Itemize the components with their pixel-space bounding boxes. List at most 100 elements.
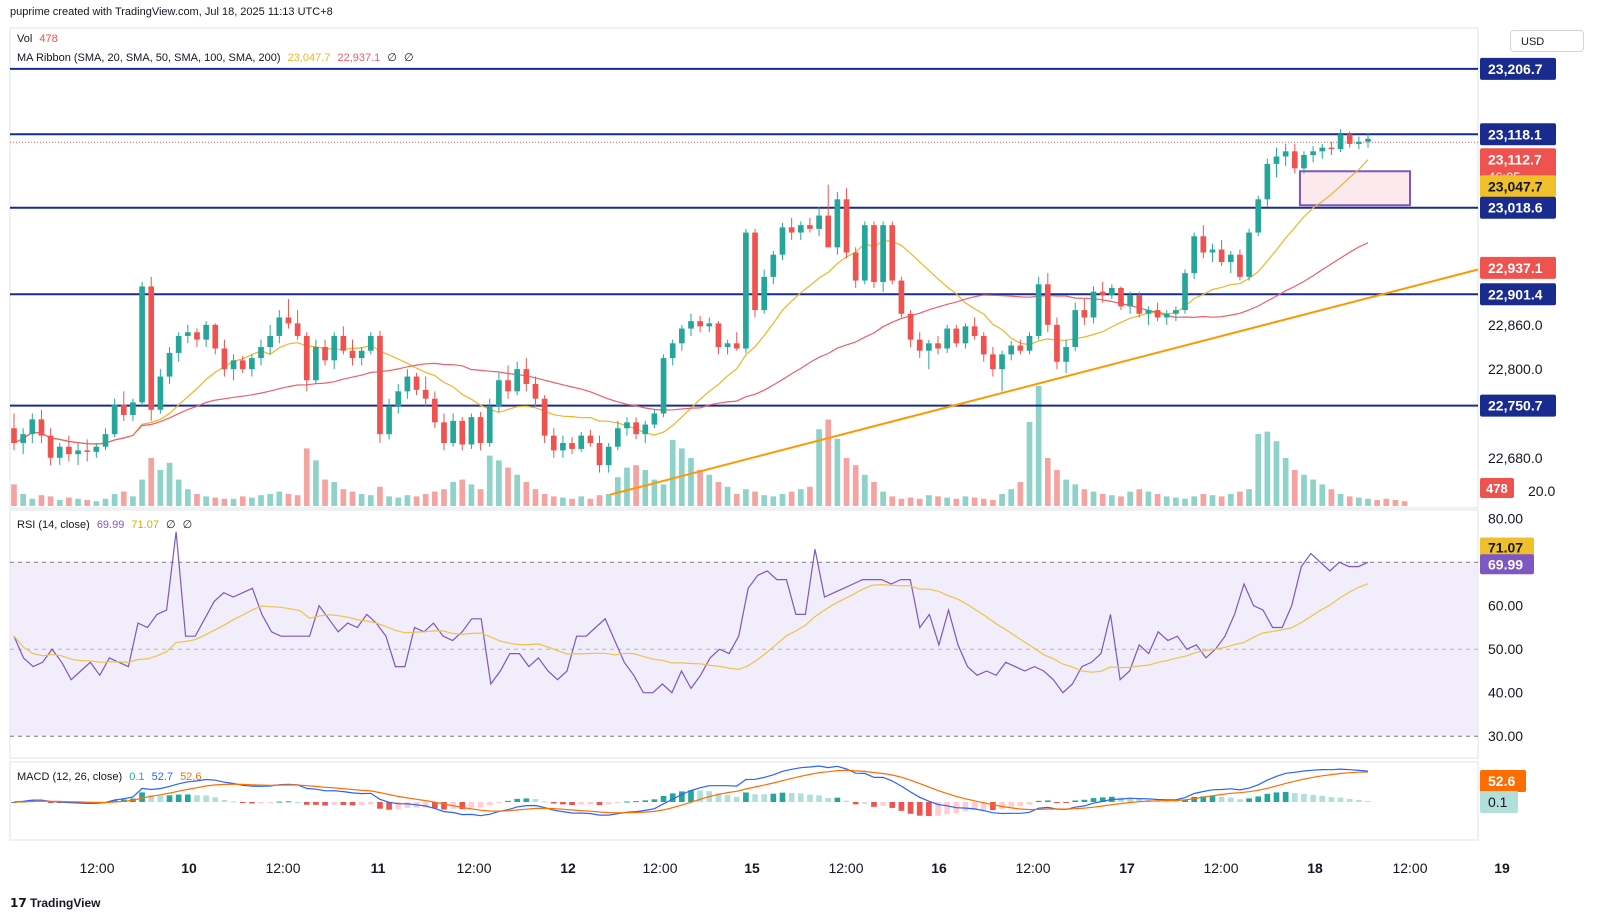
rsi-legend-value-4: ∅ [182, 519, 193, 531]
macd-histogram-bar [358, 802, 365, 806]
volume-bar [386, 496, 392, 506]
candle-body [880, 225, 886, 283]
volume-bar [1090, 491, 1097, 506]
candle-body [614, 428, 621, 447]
macd-histogram-bar [1145, 799, 1152, 802]
volume-bar [276, 491, 283, 506]
macd-histogram-bar [523, 798, 530, 802]
ma-ribbon-value-4: ∅ [404, 52, 414, 64]
candle-body [47, 435, 54, 458]
candle-body [1346, 134, 1353, 144]
macd-histogram-bar [203, 795, 209, 802]
macd-histogram-bar [1072, 800, 1079, 802]
macd-histogram-bar [395, 802, 402, 810]
volume-bar [605, 494, 612, 506]
volume-bar [1081, 489, 1088, 506]
macd-histogram-bar [1346, 798, 1353, 802]
macd-histogram-bar [258, 802, 264, 804]
time-axis-tick: 17 [1119, 860, 1135, 876]
macd-histogram-bar [1054, 802, 1060, 803]
macd-histogram-bar [340, 802, 347, 805]
candle-body [660, 358, 667, 414]
candle-body [212, 324, 219, 349]
macd-histogram-bar [1301, 793, 1307, 802]
volume-bar [313, 460, 319, 506]
volume-bar [1017, 482, 1024, 506]
candle-body [11, 428, 17, 444]
volume-bar [779, 494, 786, 506]
candle-body [1054, 324, 1060, 362]
volume-bar [1392, 500, 1399, 506]
ma-ribbon-value-1: 23,047.7 [287, 52, 331, 64]
macd-histogram-bar [1273, 792, 1280, 802]
volume-bar [898, 498, 905, 506]
volume-bar [852, 465, 859, 506]
currency-button[interactable]: USD [1510, 30, 1584, 52]
macd-histogram-bar [111, 800, 118, 802]
candle-body [120, 404, 127, 415]
time-axis-tick: 12:00 [642, 860, 677, 876]
macd-histogram-bar [468, 802, 475, 808]
candle-body [514, 369, 521, 392]
volume-bar [413, 496, 420, 506]
volume-bar [916, 498, 923, 506]
volume-bar [1145, 491, 1152, 506]
macd-histogram-bar [560, 802, 566, 805]
volume-bar [1264, 431, 1271, 506]
candle-body [770, 254, 777, 277]
macd-histogram-bar [1200, 796, 1207, 802]
macd-histogram-bar [1328, 797, 1335, 802]
macd-histogram-bar [605, 802, 612, 805]
candle-body [980, 335, 987, 355]
macd-histogram-bar [1264, 793, 1271, 802]
macd-histogram-bar [962, 802, 969, 812]
volume-bar [816, 429, 822, 506]
volume-bar [1173, 497, 1179, 506]
volume-bar [1118, 496, 1124, 506]
price-tag-bg [1480, 123, 1556, 146]
candle-body [377, 335, 383, 435]
price-tag-bg [1480, 175, 1556, 198]
candle-body [1127, 295, 1133, 307]
candle-body [532, 383, 539, 399]
macd-histogram-bar [1337, 797, 1344, 802]
volume-bar [871, 482, 877, 506]
macd-histogram-bar [1127, 797, 1133, 802]
candle-body [1273, 156, 1280, 164]
time-axis-tick: 16 [931, 860, 947, 876]
macd-histogram-bar [852, 802, 859, 805]
candle-body [221, 348, 228, 370]
macd-histogram-bar [441, 802, 447, 810]
macd-histogram-bar [1090, 798, 1097, 802]
macd-histogram-bar [66, 802, 72, 803]
price-tag-label: 22,937.1 [1488, 260, 1543, 276]
macd-legend-value-3: 52.6 [180, 771, 202, 783]
macd-histogram-bar [953, 802, 960, 814]
macd-line [13, 765, 1369, 817]
candle-body [505, 380, 511, 392]
candle-body [239, 360, 246, 370]
macd-tag-label: 52.6 [1488, 773, 1515, 789]
candle-body [944, 328, 950, 349]
macd-histogram-bar [907, 802, 914, 814]
candle-body [523, 369, 530, 384]
time-axis-tick: 18 [1307, 860, 1323, 876]
vol-legend-value: 478 [39, 33, 58, 45]
macd-histogram-bar [29, 800, 36, 802]
macd-histogram-bar [239, 802, 246, 803]
candle-body [1227, 254, 1234, 263]
volume-bar [1218, 496, 1225, 506]
macd-histogram-bar [367, 802, 374, 805]
volume-bar [486, 455, 493, 506]
macd-histogram-bar [75, 802, 81, 804]
volume-bar [761, 495, 768, 506]
candle-body [1264, 163, 1271, 200]
macd-histogram-bar [669, 793, 676, 802]
macd-histogram-bar [624, 801, 630, 803]
volume-bar [1209, 495, 1216, 506]
candle-body [349, 350, 356, 359]
rsi-tag-label: 71.07 [1488, 540, 1523, 556]
macd-histogram-bar [999, 802, 1005, 809]
macd-histogram-bar [331, 802, 338, 805]
